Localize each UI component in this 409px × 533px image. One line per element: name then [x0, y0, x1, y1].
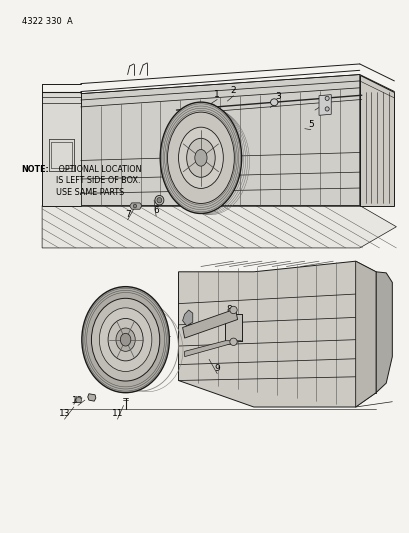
- Ellipse shape: [99, 308, 151, 372]
- Polygon shape: [359, 75, 393, 206]
- Polygon shape: [318, 95, 330, 115]
- Polygon shape: [42, 206, 396, 248]
- Ellipse shape: [108, 318, 143, 361]
- Ellipse shape: [201, 104, 208, 111]
- Polygon shape: [129, 203, 142, 209]
- Text: OPTIONAL LOCATION
IS LEFT SIDE OF BOX.
USE SAME PARTS: OPTIONAL LOCATION IS LEFT SIDE OF BOX. U…: [56, 165, 142, 197]
- Polygon shape: [182, 310, 192, 326]
- Ellipse shape: [209, 104, 214, 109]
- Text: 9: 9: [214, 364, 220, 373]
- Polygon shape: [225, 314, 241, 341]
- Polygon shape: [355, 261, 375, 407]
- Polygon shape: [375, 272, 391, 393]
- Polygon shape: [182, 309, 237, 338]
- Ellipse shape: [160, 102, 241, 214]
- Ellipse shape: [76, 398, 81, 403]
- Text: 3: 3: [275, 92, 281, 101]
- Polygon shape: [88, 394, 96, 401]
- Polygon shape: [42, 92, 81, 206]
- Ellipse shape: [155, 196, 164, 205]
- Ellipse shape: [82, 287, 169, 393]
- Ellipse shape: [178, 127, 223, 189]
- Text: 6: 6: [153, 206, 159, 215]
- Ellipse shape: [229, 306, 236, 314]
- Ellipse shape: [229, 338, 236, 345]
- Ellipse shape: [91, 298, 160, 381]
- Ellipse shape: [120, 333, 130, 346]
- Text: 11: 11: [111, 409, 123, 418]
- Text: 8: 8: [226, 305, 232, 314]
- Text: 7: 7: [124, 210, 130, 219]
- Polygon shape: [81, 75, 359, 206]
- Text: 2: 2: [230, 86, 236, 95]
- Text: NOTE:: NOTE:: [22, 165, 49, 174]
- Ellipse shape: [116, 328, 135, 351]
- Polygon shape: [178, 261, 375, 407]
- Ellipse shape: [167, 112, 234, 204]
- Ellipse shape: [270, 99, 277, 106]
- Ellipse shape: [157, 198, 162, 203]
- Ellipse shape: [324, 96, 328, 100]
- Text: 1: 1: [214, 90, 220, 99]
- Text: 12: 12: [72, 395, 83, 405]
- Ellipse shape: [186, 139, 215, 177]
- Text: 5: 5: [307, 120, 313, 129]
- Polygon shape: [184, 341, 241, 357]
- Ellipse shape: [133, 204, 136, 208]
- Ellipse shape: [194, 149, 207, 166]
- Text: 13: 13: [58, 409, 70, 418]
- Text: 10: 10: [154, 327, 166, 336]
- Ellipse shape: [324, 107, 328, 111]
- Text: 4322 330  A: 4322 330 A: [22, 17, 72, 26]
- Text: 4: 4: [319, 95, 325, 104]
